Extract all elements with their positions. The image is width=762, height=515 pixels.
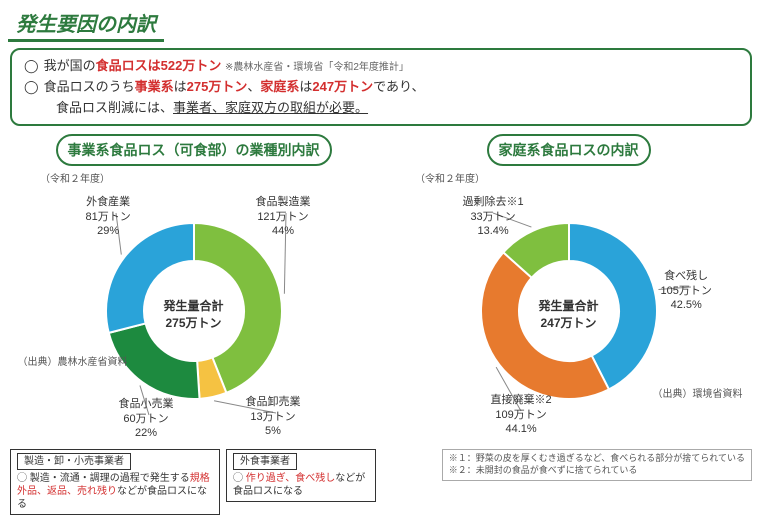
chart1-donut: 発生量合計 275万トン （出典）農林水産省資料 食品製造業121万トン44%食… (24, 185, 364, 445)
s2h: 247万トン (312, 79, 373, 94)
nb2-title: 外食事業者 (233, 453, 297, 470)
slice-label: 食品卸売業13万トン5% (246, 395, 301, 438)
s2a: 食品ロスのうち (44, 79, 135, 94)
s2e: 、 (247, 79, 260, 94)
s3b: 事業者、家庭双方の取組が必要。 (173, 100, 368, 115)
chart1-center: 発生量合計 275万トン (163, 299, 223, 333)
summary-line-3: 食品ロス削減には、事業者、家庭双方の取組が必要。 (24, 98, 738, 119)
note-box-2: 外食事業者 ◯ 作り過ぎ、食べ残しなどが食品ロスになる (226, 449, 376, 502)
slice-label: 過剰除去※133万トン13.4% (463, 195, 524, 238)
c2cb: 247万トン (540, 316, 596, 330)
s3a: 食品ロス削減には、 (56, 100, 173, 115)
s2d: 275万トン (187, 79, 248, 94)
c1cb: 275万トン (165, 316, 221, 330)
summary-line-2: ◯ 食品ロスのうち事業系は275万トン、家庭系は247万トンであり、 (24, 77, 738, 98)
s2f: 家庭系 (260, 79, 299, 94)
c1ca: 発生量合計 (163, 300, 223, 314)
slice-label: 食品小売業60万トン22% (119, 397, 174, 440)
slice-label: 外食産業81万トン29% (86, 195, 131, 238)
nb1-title: 製造・卸・小売事業者 (17, 453, 131, 470)
chart2-center: 発生量合計 247万トン (538, 299, 598, 333)
summary-box: ◯ 我が国の食品ロスは522万トン ※農林水産省・環境省「令和2年度推計」 ◯ … (10, 48, 752, 126)
footnotes: ※１：野菜の皮を厚くむき過ぎるなど、食べられる部分が捨てられている ※２：未開封… (442, 449, 752, 480)
chart1-col: 事業系食品ロス（可食部）の業種別内訳 （令和２年度） 発生量合計 275万トン … (10, 134, 377, 445)
nb2a: ◯ (233, 473, 246, 484)
s2g: は (299, 79, 312, 94)
charts-row: 事業系食品ロス（可食部）の業種別内訳 （令和２年度） 発生量合計 275万トン … (0, 134, 762, 445)
chart2-col: 家庭系食品ロスの内訳 （令和２年度） 発生量合計 247万トン （出典）環境省資… (385, 134, 752, 445)
chart1-source: （出典）農林水産省資料 (18, 353, 128, 368)
chart2-donut: 発生量合計 247万トン （出典）環境省資料 食べ残し105万トン42.5%直接… (399, 185, 739, 445)
s1-red: 食品ロスは522万トン (96, 58, 222, 73)
slice-label: 食品製造業121万トン44% (256, 195, 311, 238)
note-box-1: 製造・卸・小売事業者 ◯ 製造・流通・調理の過程で発生する規格外品、返品、売れ残… (10, 449, 220, 515)
chart2-title: 家庭系食品ロスの内訳 (487, 134, 651, 166)
chart1-year: （令和２年度） (40, 170, 377, 185)
page-title: 発生要因の内訳 (8, 4, 164, 42)
fn2: ※２：未開封の食品が食べずに捨てられている (449, 465, 745, 477)
summary-line-1: ◯ 我が国の食品ロスは522万トン ※農林水産省・環境省「令和2年度推計」 (24, 56, 738, 77)
chart2-source: （出典）環境省資料 (653, 385, 743, 400)
s2i: であり、 (373, 79, 424, 94)
s1-note: ※農林水産省・環境省「令和2年度推計」 (225, 62, 409, 73)
chart2-year: （令和２年度） (415, 170, 752, 185)
footer-row: 製造・卸・小売事業者 ◯ 製造・流通・調理の過程で発生する規格外品、返品、売れ残… (0, 445, 762, 515)
fn1: ※１：野菜の皮を厚くむき過ぎるなど、食べられる部分が捨てられている (449, 453, 745, 465)
nb1a: ◯ 製造・流通・調理の過程で発生する (17, 473, 190, 484)
s2c: は (174, 79, 187, 94)
slice-label: 直接廃棄※2109万トン44.1% (491, 393, 552, 436)
chart1-title: 事業系食品ロス（可食部）の業種別内訳 (56, 134, 332, 166)
s2b: 事業系 (135, 79, 174, 94)
nb2r: 作り過ぎ、食べ残し (246, 473, 336, 484)
c2ca: 発生量合計 (538, 300, 598, 314)
slice-label: 食べ残し105万トン42.5% (661, 269, 712, 312)
s1-prefix: 我が国の (44, 58, 96, 73)
